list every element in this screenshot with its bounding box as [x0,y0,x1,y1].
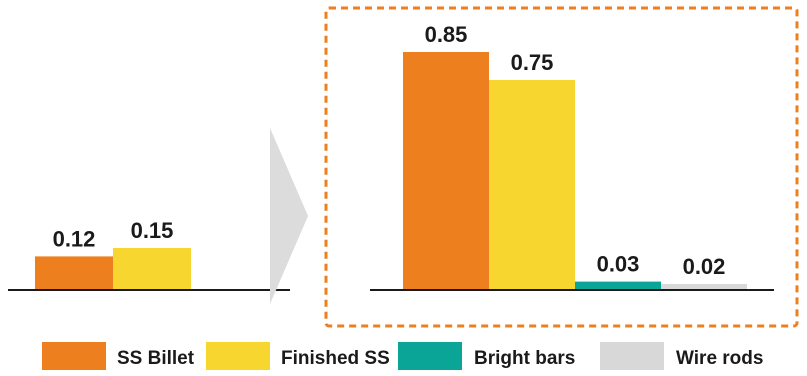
legend-swatch-ss-billet [42,342,106,370]
left-bar-chart: 0.12 0.15 [35,218,191,290]
left-bar-finished-ss [113,248,191,290]
legend-label-finished-ss: Finished SS [281,348,390,369]
right-bar-ss-billet [403,52,489,290]
legend-swatch-finished-ss [206,342,270,370]
right-value-label-ss-billet: 0.85 [425,22,468,47]
legend-swatch-bright-bars [398,342,462,370]
right-value-label-bright-bars: 0.03 [597,252,640,277]
right-bar-bright-bars [575,281,661,290]
legend-label-ss-billet: SS Billet [117,348,195,369]
legend-label-bright-bars: Bright bars [474,348,575,369]
transition-arrow-icon [270,128,308,304]
right-bar-wire-rods [661,284,747,290]
highlight-dashed-box [324,6,799,328]
right-value-label-finished-ss: 0.75 [511,50,554,75]
legend-swatch-wire-rods [600,342,664,370]
left-value-label-ss-billet: 0.12 [53,226,96,251]
right-value-label-wire-rods: 0.02 [683,254,726,279]
right-bar-finished-ss [489,80,575,290]
chart-legend: SS Billet Finished SS Bright bars Wire r… [42,342,763,370]
left-bar-ss-billet [35,256,113,290]
legend-label-wire-rods: Wire rods [676,348,763,369]
right-bar-chart: 0.85 0.75 0.03 0.02 [403,22,747,290]
left-value-label-finished-ss: 0.15 [131,218,174,243]
